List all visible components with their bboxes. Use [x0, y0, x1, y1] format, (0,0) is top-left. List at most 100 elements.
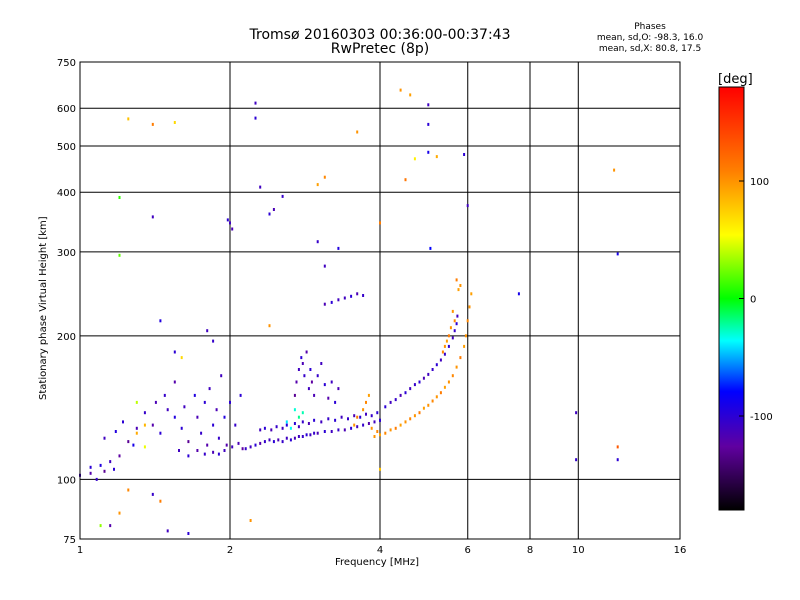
- data-point: [334, 418, 337, 422]
- data-point: [456, 314, 459, 318]
- data-point: [323, 264, 326, 268]
- data-point: [347, 417, 349, 421]
- data-point: [301, 435, 304, 438]
- data-point: [231, 445, 234, 449]
- data-point: [223, 449, 226, 452]
- data-point: [151, 215, 154, 219]
- data-point: [468, 305, 471, 309]
- data-point: [447, 344, 450, 348]
- data-point: [187, 532, 190, 535]
- data-point: [399, 88, 402, 92]
- data-point: [203, 452, 206, 456]
- data-point: [187, 440, 190, 444]
- data-point: [365, 400, 367, 404]
- data-point: [359, 415, 362, 419]
- data-point: [151, 492, 154, 496]
- data-point: [173, 415, 176, 419]
- data-point: [313, 431, 316, 435]
- data-point: [362, 408, 365, 412]
- y-tick-label: 200: [57, 332, 76, 343]
- data-point: [356, 415, 359, 419]
- data-point: [422, 376, 425, 380]
- x-axis-title: Frequency [MHz]: [335, 557, 420, 568]
- data-point: [109, 524, 112, 528]
- data-point: [95, 477, 98, 481]
- grid-lines: [80, 62, 680, 539]
- data-point: [135, 400, 138, 404]
- data-point: [281, 194, 284, 198]
- data-point: [373, 435, 376, 438]
- data-point: [455, 365, 458, 369]
- data-point: [453, 319, 456, 323]
- data-point: [122, 420, 124, 424]
- data-point: [394, 426, 397, 430]
- data-point: [451, 309, 454, 313]
- data-point: [413, 414, 416, 418]
- data-point: [316, 374, 319, 378]
- data-point: [187, 454, 190, 458]
- data-point: [295, 380, 298, 384]
- data-point: [616, 445, 619, 449]
- data-point: [268, 438, 271, 442]
- data-point: [376, 411, 379, 415]
- data-point: [154, 400, 157, 404]
- data-point: [418, 380, 421, 384]
- data-point: [305, 433, 308, 437]
- data-point: [439, 358, 442, 362]
- phase-info-x-stats: mean, sd,X: 80.8, 17.5: [598, 44, 702, 54]
- y-tick-label: 300: [57, 248, 76, 259]
- data-point: [196, 415, 199, 419]
- data-point: [323, 302, 326, 306]
- data-point: [367, 393, 370, 397]
- data-point: [173, 121, 176, 124]
- data-point: [285, 423, 288, 427]
- data-point: [239, 393, 242, 397]
- data-point: [435, 395, 438, 399]
- data-point: [285, 420, 288, 424]
- data-point: [180, 356, 183, 360]
- data-point: [89, 471, 92, 475]
- colorbar-tick-label: 0: [750, 295, 756, 306]
- data-point: [309, 433, 312, 437]
- data-point: [173, 380, 176, 384]
- data-point: [268, 212, 271, 216]
- data-point: [249, 519, 252, 522]
- data-point: [379, 418, 381, 422]
- data-point: [376, 430, 379, 433]
- data-point: [575, 458, 578, 462]
- data-point: [365, 412, 367, 416]
- data-point: [241, 447, 244, 451]
- data-point: [127, 117, 130, 121]
- data-point: [272, 440, 275, 444]
- data-point: [409, 93, 412, 97]
- data-point: [203, 400, 206, 404]
- data-point: [517, 292, 520, 296]
- data-point: [225, 443, 228, 447]
- data-point: [89, 465, 92, 469]
- colorbar-tick-label: 100: [750, 177, 769, 188]
- data-point: [616, 252, 619, 256]
- data-point: [435, 363, 438, 367]
- data-point: [427, 150, 430, 154]
- chart-title: Tromsø 20160303 00:36:00-00:37:43: [249, 27, 511, 43]
- data-point: [337, 246, 340, 250]
- data-point: [431, 368, 434, 371]
- data-point: [379, 221, 381, 225]
- data-point: [301, 362, 304, 365]
- data-point: [163, 393, 166, 397]
- data-point: [320, 362, 323, 365]
- data-point: [356, 425, 359, 429]
- data-point: [143, 423, 146, 427]
- data-point: [373, 420, 376, 424]
- data-point: [244, 447, 247, 451]
- data-point: [409, 387, 412, 391]
- data-point: [229, 221, 231, 225]
- data-point: [316, 240, 319, 244]
- data-point: [466, 319, 469, 323]
- data-point: [439, 391, 442, 395]
- data-point: [455, 322, 458, 326]
- data-point: [220, 374, 223, 378]
- data-point: [463, 344, 466, 348]
- data-point: [166, 408, 169, 412]
